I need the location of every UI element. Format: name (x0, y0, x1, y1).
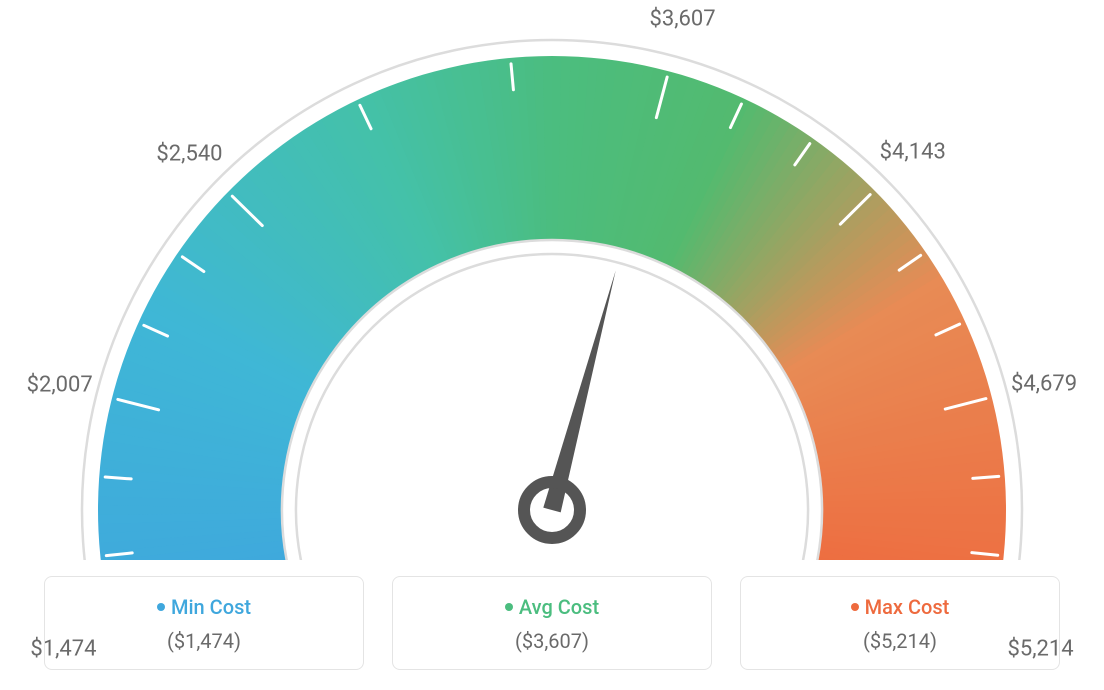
gauge-tick-label: $4,679 (1011, 371, 1077, 396)
legend-card-avg: Avg Cost ($3,607) (392, 576, 712, 670)
legend-value-min: ($1,474) (67, 629, 341, 653)
legend-card-min: Min Cost ($1,474) (44, 576, 364, 670)
legend-title-min: Min Cost (67, 595, 341, 619)
legend-label-avg: Avg Cost (519, 595, 599, 619)
legend-title-max: Max Cost (763, 595, 1037, 619)
legend-value-max: ($5,214) (763, 629, 1037, 653)
gauge-tick-label: $2,540 (156, 142, 222, 167)
legend-label-min: Min Cost (171, 595, 251, 619)
legend-title-avg: Avg Cost (415, 595, 689, 619)
legend-value-avg: ($3,607) (415, 629, 689, 653)
legend-row: Min Cost ($1,474) Avg Cost ($3,607) Max … (0, 576, 1104, 670)
gauge-chart: $1,474$2,007$2,540$3,607$4,143$4,679$5,2… (0, 0, 1104, 560)
dot-icon (157, 603, 165, 611)
gauge-tick-label: $2,007 (27, 372, 93, 397)
gauge-tick-label: $3,607 (649, 7, 715, 32)
gauge-svg (0, 0, 1104, 560)
legend-card-max: Max Cost ($5,214) (740, 576, 1060, 670)
dot-icon (505, 603, 513, 611)
dot-icon (851, 603, 859, 611)
gauge-tick-label: $4,143 (880, 140, 946, 165)
legend-label-max: Max Cost (865, 595, 950, 619)
